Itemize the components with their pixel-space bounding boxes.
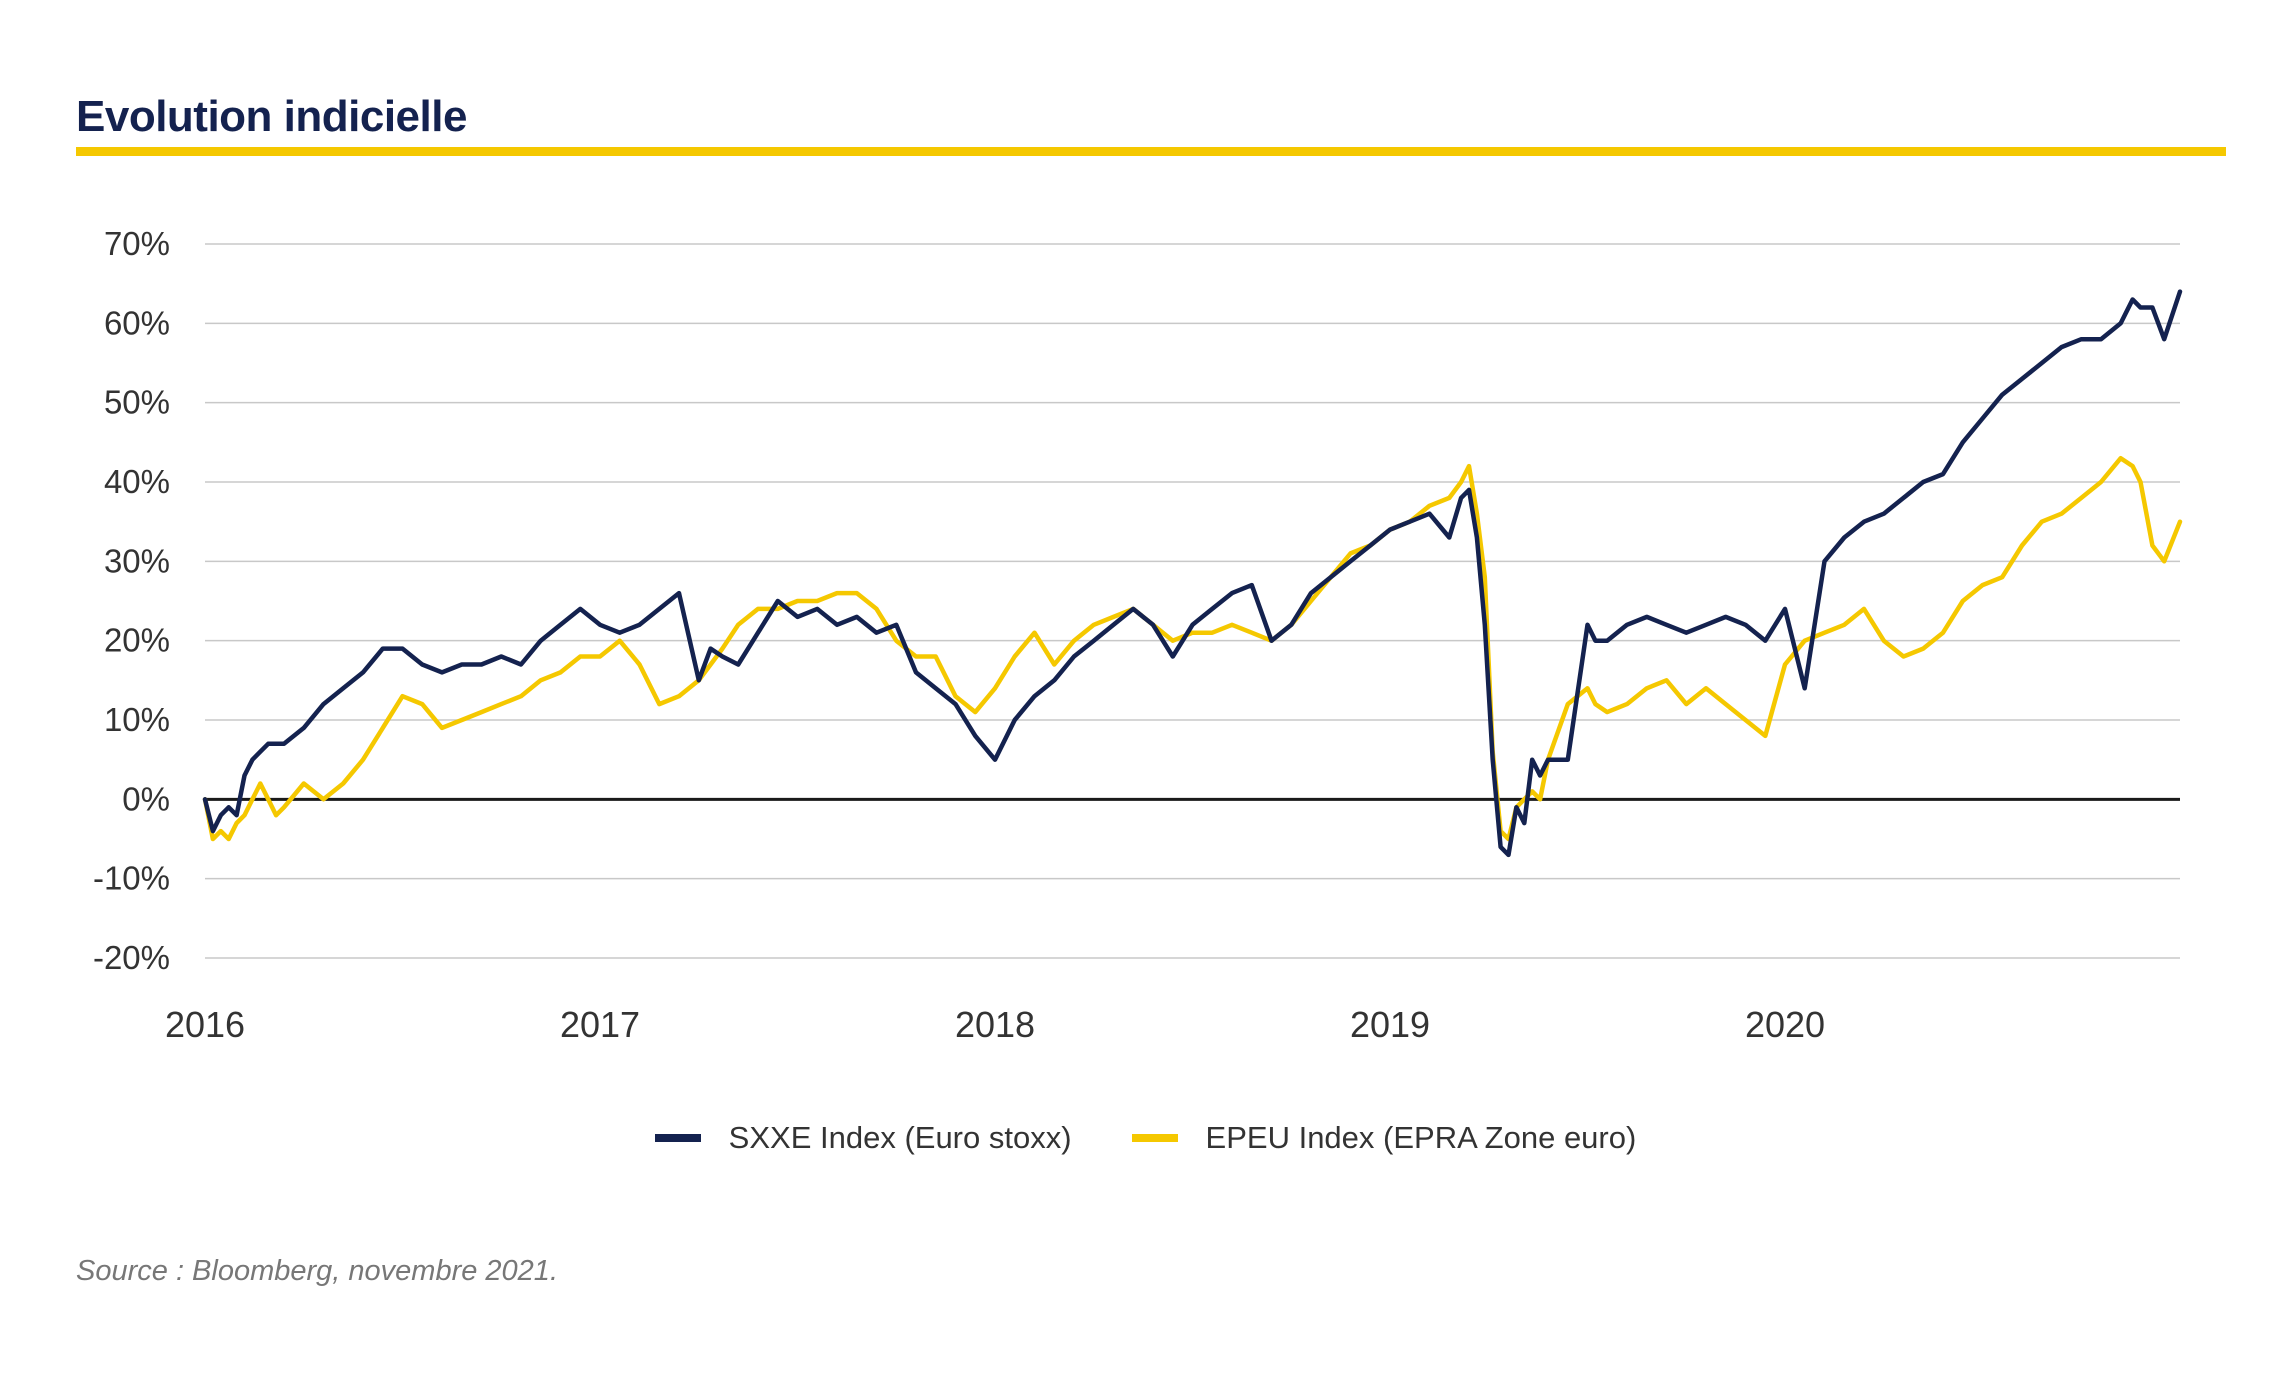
legend-label-sxxe: SXXE Index (Euro stoxx)	[728, 1120, 1072, 1155]
legend-item-sxxe: SXXE Index (Euro stoxx)	[654, 1120, 1072, 1156]
legend-swatch-epeu	[1131, 1134, 1178, 1142]
x-tick-label: 2019	[1350, 1004, 1430, 1045]
line-chart: 70% 60% 50% 40% 30% 20% 10% 0% -10% -20% 2016 2017…	[93, 225, 2183, 1045]
y-tick-label: 60%	[104, 304, 170, 341]
title-underline	[76, 147, 2226, 156]
legend-swatch-sxxe	[654, 1134, 701, 1142]
x-tick-label: 2016	[165, 1004, 245, 1045]
y-tick-label: 10%	[104, 701, 170, 738]
y-tick-label: -20%	[93, 939, 170, 976]
legend-label-epeu: EPEU Index (EPRA Zone euro)	[1205, 1120, 1637, 1155]
x-tick-label: 2018	[955, 1004, 1035, 1045]
series-line-epeu	[202, 455, 2183, 842]
y-tick-label: 70%	[104, 225, 170, 262]
legend-item-epeu: EPEU Index (EPRA Zone euro)	[1131, 1120, 1637, 1156]
source-note: Source : Bloomberg, novembre 2021.	[76, 1255, 558, 1287]
y-tick-label: 20%	[104, 622, 170, 659]
y-tick-label: 30%	[104, 542, 170, 579]
grid-lines	[205, 243, 2180, 959]
y-tick-label: -10%	[93, 860, 170, 897]
series-group	[202, 289, 2183, 858]
x-tick-label: 2017	[560, 1004, 640, 1045]
y-axis-ticks: 70% 60% 50% 40% 30% 20% 10% 0% -10% -20%	[93, 225, 170, 976]
y-tick-label: 50%	[104, 384, 170, 421]
legend: SXXE Index (Euro stoxx) EPEU Index (EPRA…	[0, 1120, 2291, 1156]
series-line-sxxe	[202, 289, 2183, 858]
x-axis-ticks: 2016 2017 2018 2019 2020	[165, 1004, 1825, 1045]
y-tick-label: 0%	[122, 780, 170, 817]
chart-title: Evolution indicielle	[76, 92, 467, 141]
x-tick-label: 2020	[1745, 1004, 1825, 1045]
y-tick-label: 40%	[104, 463, 170, 500]
